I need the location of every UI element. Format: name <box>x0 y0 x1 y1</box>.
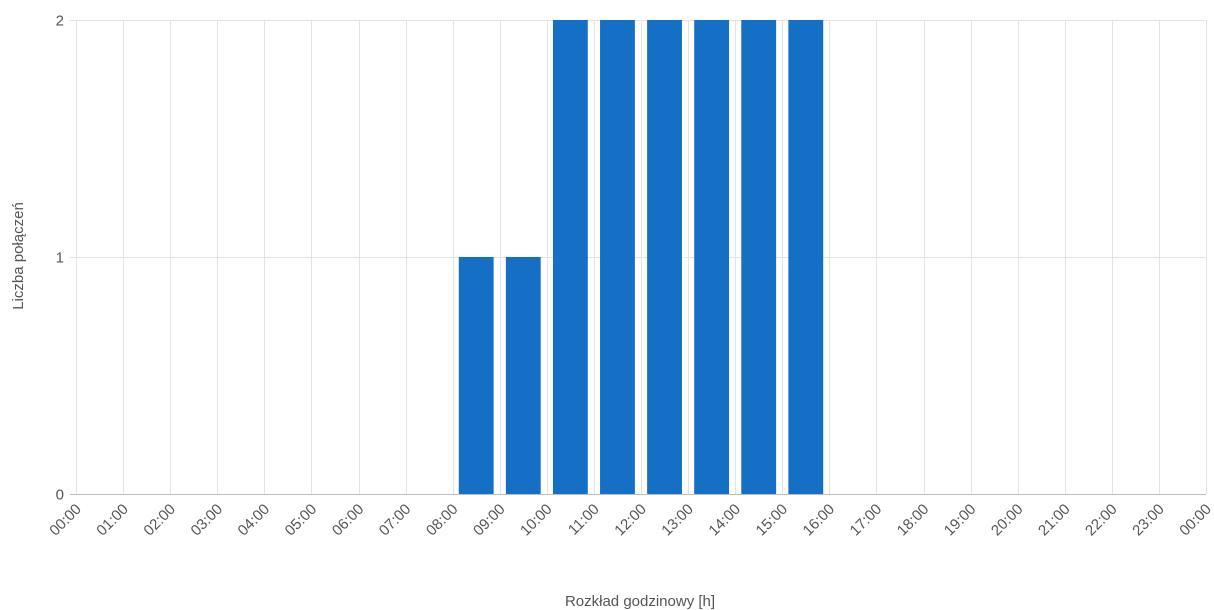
x-tick-label: 23:00 <box>1129 501 1168 540</box>
x-tick-label: 08:00 <box>423 501 462 540</box>
x-tick-label: 07:00 <box>376 501 415 540</box>
x-tick-label: 09:00 <box>470 501 509 540</box>
x-tick-label: 11:00 <box>565 501 603 539</box>
x-tick-label: 00:00 <box>46 501 85 540</box>
x-tick-label: 22:00 <box>1082 501 1121 540</box>
x-tick-label: 10:00 <box>517 501 556 540</box>
bar <box>458 257 494 494</box>
bar <box>600 20 635 494</box>
grid <box>70 20 1207 494</box>
x-tick-label: 17:00 <box>847 501 886 540</box>
x-tick-label: 06:00 <box>329 501 368 540</box>
x-tick-label: 12:00 <box>611 501 650 540</box>
x-tick-label: 02:00 <box>140 501 179 540</box>
x-tick-label: 03:00 <box>188 501 227 540</box>
x-tick-label: 21:00 <box>1035 501 1074 540</box>
x-tick-label: 05:00 <box>282 501 321 540</box>
bar <box>647 20 682 494</box>
x-axis-title: Rozkład godzinowy [h] <box>565 593 715 610</box>
y-tick-label: 0 <box>56 487 64 504</box>
bars <box>458 20 824 494</box>
bar <box>741 20 777 494</box>
bar <box>694 20 730 494</box>
y-axis-title: Liczba połączeń <box>10 202 27 310</box>
bar <box>788 20 824 494</box>
x-tick-label: 14:00 <box>705 501 744 540</box>
x-tick-label: 16:00 <box>800 501 839 540</box>
x-tick-label: 19:00 <box>941 501 980 540</box>
x-tick-label: 04:00 <box>235 501 274 540</box>
x-tick-label: 01:00 <box>93 501 132 540</box>
y-tick-label: 2 <box>56 13 64 30</box>
x-tick-label: 00:00 <box>1176 501 1214 540</box>
bar <box>552 20 588 494</box>
x-tick-label: 18:00 <box>894 501 933 540</box>
x-tick-label: 20:00 <box>988 501 1027 540</box>
x-tick-label: 13:00 <box>658 501 697 540</box>
x-tick-label: 15:00 <box>753 501 792 540</box>
y-tick-label: 1 <box>56 250 64 267</box>
bar <box>505 257 541 494</box>
